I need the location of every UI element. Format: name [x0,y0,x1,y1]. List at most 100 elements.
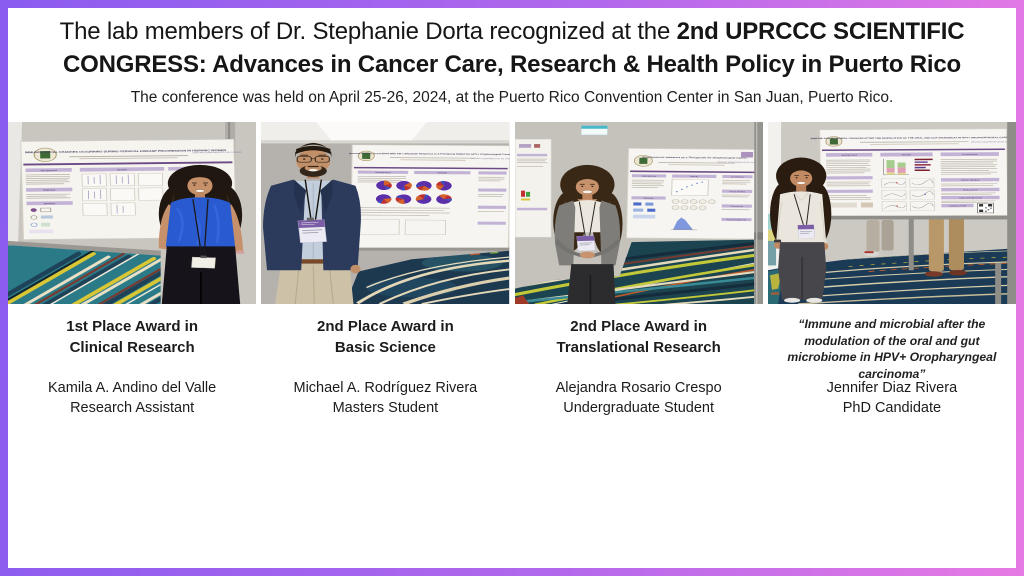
award-panel-4: IMMUNE AND MICROBIAL CHANGES AFTER THE M… [767,122,1016,418]
photo-row: IMMUNOLOGICAL CHANGES OCCURRING DURING C… [8,122,1016,418]
award-line-2: Translational Research [556,339,721,356]
photo-jennifer: IMMUNE AND MICROBIAL CHANGES AFTER THE M… [767,122,1016,304]
skylight [316,122,428,141]
blazer-sleeve [554,238,585,259]
award-title: 2nd Place Award in Basic Science [261,316,509,378]
glasses [296,156,331,163]
poster-title-text: IMMUNE AND MICROBIAL CHANGES AFTER THE M… [810,137,1016,140]
award-title: 1st Place Award in Clinical Research [8,316,256,378]
carpet [8,245,161,304]
presenter-face [575,178,599,196]
award-panel-1: IMMUNOLOGICAL CHANGES OCCURRING DURING C… [8,122,257,418]
cancer-center-logo-text: CENTRO COMPRENSIVO DE CÁNCER [192,151,242,154]
caption-2: 2nd Place Award in Basic Science Michael… [261,316,509,418]
white-shoe [783,297,800,303]
conference-badge [797,224,815,239]
section-header: Results [689,176,698,178]
smile [581,190,593,194]
lanyard [192,199,209,259]
sticky-note [580,125,608,136]
section-header: Results [117,169,128,171]
presenter-name: Michael A. Rodríguez Rivera [293,380,478,396]
section-header: Background [841,154,857,156]
poster-rail [349,247,510,251]
smile [796,181,806,185]
section-header: Results [902,154,912,156]
title-regular-text: The lab members of Dr. Stephanie Dorta r… [59,18,671,45]
poster-title-text: IMMUNOLOGICAL CHANGES OCCURRING DURING C… [25,149,227,154]
poster-rail [820,215,1016,220]
cancer-center-logo-text: CENTRO COMPRENSIVO DE CÁNCER [470,158,509,161]
bystander-legs [863,213,967,277]
award-panel-3: Streptococcus salivarius as a Therapeuti… [514,122,763,418]
cancer-center-logo-text: CENTRO COMPRENSIVO DE CÁNCER [717,161,761,164]
section-header: Methods [643,197,653,199]
floor-strip [8,240,161,256]
conference-badge [297,217,328,243]
research-poster: Streptococcus salivarius as a Therapeuti… [625,148,761,240]
section-header: LinkedIn Profile [949,205,967,207]
poster-divider [23,161,233,166]
research-poster: IMMUNE AND MICROBIAL CHANGES AFTER THE M… [810,128,1016,217]
presenter-role: Masters Student [332,400,439,416]
qr-code [976,202,994,214]
award-title: 2nd Place Award in Translational Researc… [515,316,763,378]
lanyard [793,194,811,228]
award-line-1: 1st Place Award in [66,318,198,335]
blazer-lapel [294,179,307,214]
white-top [570,200,603,233]
section-header: Conclusions [730,177,743,179]
award-line-1: 2nd Place Award in [570,318,707,335]
belt [295,259,332,264]
caption-3: 2nd Place Award in Translational Researc… [515,316,763,418]
poster-divider [821,148,1005,151]
title-bold-text: 2nd UPRCCC SCIENTIFIC [676,18,965,45]
presenter-face [187,176,213,196]
lanyard [304,179,323,222]
section-header: References [963,189,978,191]
histogram [672,217,693,230]
photo-michael: Immune Profiles Associated With PD-1 Blo… [261,122,510,304]
section-header: Future Studies [729,191,745,193]
poster-title-text: Immune Profiles Associated With PD-1 Blo… [349,152,509,155]
poster-title-text: Streptococcus salivarius as a Therapeuti… [642,156,748,160]
page-canvas: The lab members of Dr. Stephanie Dorta r… [8,8,1016,568]
subtitle: The conference was held on April 25-26, … [130,89,894,106]
section-header: References [730,205,742,207]
presenter-role: PhD Candidate [842,400,942,416]
caption-4: “Immune and microbial after the modulati… [768,316,1016,418]
navy-blazer [263,179,306,271]
section-header: Background [376,172,392,174]
poster-divider [629,170,755,174]
award-panel-2: Immune Profiles Associated With PD-1 Blo… [261,122,510,418]
section-header: Results [438,172,448,174]
clasped-hands [579,251,595,259]
right-column-sections: Conclusions Future Studies References Ac… [720,174,753,222]
metal-pole [753,122,763,304]
carpet-red-patch [514,295,529,304]
organoid-images [671,199,716,211]
page-title: The lab members of Dr. Stephanie Dorta r… [8,15,1016,81]
brown-shoe [924,271,943,277]
presenter-jennifer [769,157,832,303]
smile [195,189,205,193]
presenter-name: Jennifer Diaz Rivera [826,380,958,396]
award-line-1: 2nd Place Award in [317,318,454,335]
poster-quote: “Immune and microbial after the modulati… [787,317,997,381]
conference-badge [191,255,216,269]
section-header: Background [642,175,657,177]
section-header: Acknowledgments [726,219,746,221]
presenter-hair [296,145,331,154]
methods-icons [29,207,54,234]
poster-divider [354,166,508,170]
stacked-bar-chart [882,158,909,176]
scatter-plot [670,179,709,196]
section-header: Objective [43,189,56,191]
award-line-2: Clinical Research [69,339,195,356]
corner-tag [740,151,753,158]
presenter-face [789,170,812,187]
presenter-name: Alejandra Rosario Crespo [555,380,722,396]
photo-kamila: IMMUNOLOGICAL CHANGES OCCURRING DURING C… [8,122,257,304]
conference-badge [576,235,595,252]
